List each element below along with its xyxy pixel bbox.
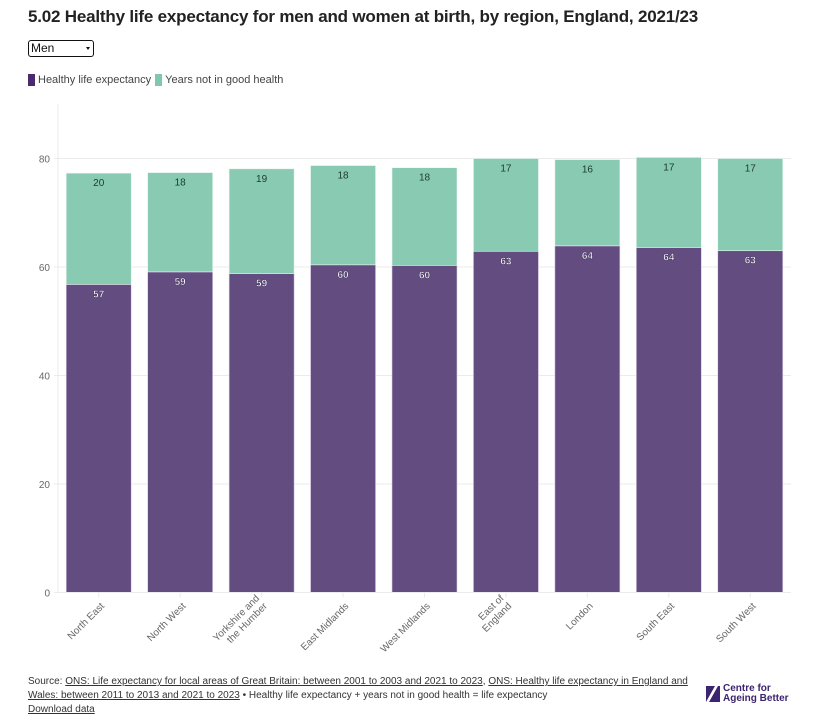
legend-item-not-good: Years not in good health	[155, 74, 283, 86]
chart-title: 5.02 Healthy life expectancy for men and…	[28, 7, 699, 26]
x-tick-label: London	[564, 601, 595, 632]
data-label-healthy: 57	[93, 289, 105, 300]
logo-line-1: Centre for	[723, 683, 771, 694]
y-tick-label: 0	[44, 589, 50, 600]
bar-years-not-in-good-health[interactable]	[636, 157, 702, 248]
x-tick-label-line: North East	[66, 601, 107, 642]
bar-years-not-in-good-health[interactable]	[310, 165, 376, 266]
source-link-healthy-life-expectancy[interactable]: ONS: Healthy life expectancy in England …	[28, 676, 688, 701]
legend-item-healthy: Healthy life expectancy	[28, 74, 151, 86]
data-label-healthy: 60	[419, 270, 431, 281]
data-label-not-good: 17	[745, 164, 757, 175]
bar-years-not-in-good-health[interactable]	[554, 159, 621, 247]
bar-healthy-life-expectancy[interactable]	[554, 245, 621, 593]
x-tick-label: North East	[66, 601, 107, 642]
data-label-healthy: 59	[256, 279, 268, 290]
chart-legend: Healthy life expectancy Years not in goo…	[28, 74, 287, 86]
x-tick-label: South West	[714, 601, 758, 645]
data-label-not-good: 18	[175, 178, 187, 189]
bar-years-not-in-good-health[interactable]	[717, 158, 784, 252]
data-label-healthy: 59	[175, 277, 187, 288]
x-tick-label: East Midlands	[299, 601, 351, 653]
bar-healthy-life-expectancy[interactable]	[310, 264, 376, 593]
legend-label-healthy: Healthy life expectancy	[38, 74, 152, 86]
bar-healthy-life-expectancy[interactable]	[391, 265, 458, 593]
selected-option: Men	[31, 41, 55, 55]
bar-years-not-in-good-health[interactable]	[228, 168, 295, 274]
chevron-down-icon	[86, 47, 90, 50]
bar-years-not-in-good-health[interactable]	[65, 172, 132, 285]
legend-label-not-good: Years not in good health	[165, 74, 284, 86]
footer-note: • Healthy life expectancy + years not in…	[239, 690, 548, 701]
bar-years-not-in-good-health[interactable]	[473, 158, 539, 252]
bar-years-not-in-good-health[interactable]	[147, 172, 213, 273]
bar-healthy-life-expectancy[interactable]	[228, 273, 295, 593]
x-tick-label-line: North West	[145, 601, 188, 644]
y-tick-label: 80	[39, 155, 51, 166]
centre-for-ageing-better-logo[interactable]: Centre for Ageing Better	[706, 684, 789, 704]
download-data-link[interactable]: Download data	[28, 704, 95, 715]
y-tick-label: 60	[39, 263, 51, 274]
data-label-not-good: 18	[419, 173, 431, 184]
data-label-not-good: 17	[663, 162, 675, 173]
logo-mark-icon	[706, 686, 720, 702]
stacked-bar-chart: 0 20 40 60 80 57 20 North East 59 18 North West 59 1…	[39, 104, 791, 655]
x-tick-label: West Midlands	[379, 601, 433, 655]
logo-line-2: Ageing Better	[723, 693, 789, 704]
x-tick-label-line: West Midlands	[379, 601, 433, 655]
x-tick-label-line: East Midlands	[299, 601, 351, 653]
data-label-healthy: 63	[500, 256, 512, 267]
y-tick-label: 20	[39, 480, 51, 491]
x-tick-label: South East	[635, 601, 678, 644]
data-label-healthy: 64	[582, 251, 594, 262]
x-tick-label-line: South East	[635, 601, 678, 644]
source-prefix: Source:	[28, 676, 66, 687]
data-label-not-good: 17	[500, 164, 512, 175]
data-label-not-good: 16	[582, 165, 594, 176]
sex-selector-dropdown[interactable]: Men	[28, 40, 94, 57]
legend-swatch-not-good	[155, 74, 163, 86]
bar-healthy-life-expectancy[interactable]	[717, 250, 784, 593]
data-label-healthy: 63	[745, 256, 757, 267]
data-label-healthy: 64	[663, 252, 675, 263]
data-label-not-good: 19	[256, 174, 268, 185]
data-label-not-good: 20	[93, 178, 105, 189]
chart-footer: Source: ONS: Life expectancy for local a…	[28, 675, 708, 717]
bar-healthy-life-expectancy[interactable]	[636, 247, 702, 593]
bar-healthy-life-expectancy[interactable]	[473, 250, 539, 593]
x-tick-label: North West	[145, 601, 188, 644]
legend-swatch-healthy	[28, 74, 35, 86]
bar-healthy-life-expectancy[interactable]	[147, 271, 213, 593]
data-label-not-good: 18	[337, 171, 349, 182]
x-tick-label-line: South West	[714, 601, 758, 645]
data-label-healthy: 60	[337, 270, 349, 281]
source-link-life-expectancy[interactable]: ONS: Life expectancy for local areas of …	[65, 676, 483, 687]
bar-years-not-in-good-health[interactable]	[391, 167, 458, 266]
x-tick-label-line: London	[564, 601, 595, 632]
y-tick-label: 40	[39, 372, 51, 383]
source-separator: ,	[482, 676, 489, 687]
bar-healthy-life-expectancy[interactable]	[65, 284, 132, 593]
